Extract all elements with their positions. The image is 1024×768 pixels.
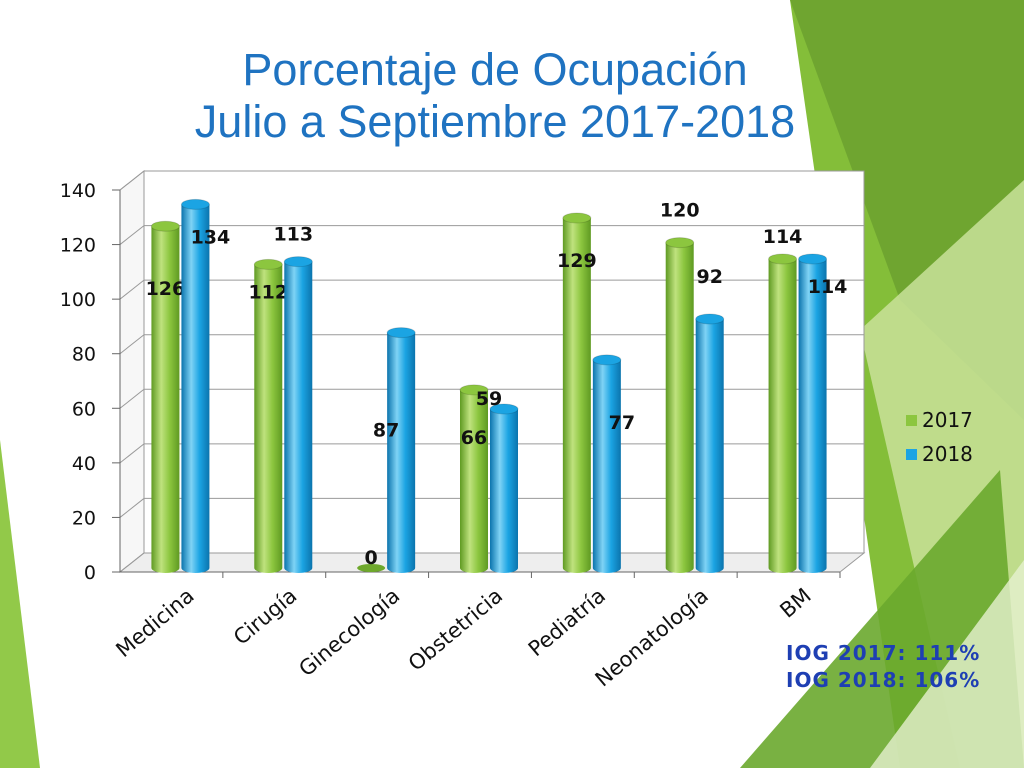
bar-body-2018-Obstetricia <box>490 409 518 573</box>
gridline <box>119 279 864 300</box>
bar-top-2017-Cirugía <box>253 258 283 270</box>
x-tick-label-Pediatría: Pediatría <box>524 583 610 661</box>
bar-top-2018-Obstetricia <box>489 403 519 415</box>
data-label-2018-Pediatría: 77 <box>609 412 635 434</box>
data-label-2017-Cirugía: 112 <box>248 281 288 303</box>
y-tick-label: 60 <box>72 398 96 420</box>
legend-swatch-2018 <box>906 449 917 460</box>
iog-2017-text: IOG 2017: 111% <box>786 641 981 665</box>
bar-2018-Obstetricia <box>489 403 519 573</box>
y-tick-label: 20 <box>72 507 96 529</box>
decor-green-triangle-left <box>0 440 40 768</box>
y-tick-label: 0 <box>84 562 96 584</box>
bar-body-2017-Neonatología <box>665 242 694 574</box>
bar-body-2018-Neonatología <box>695 318 724 573</box>
data-label-2018-Obstetricia: 59 <box>476 388 502 410</box>
gridline <box>119 552 864 573</box>
title-line-1: Porcentaje de Ocupación <box>242 44 748 95</box>
bar-2017-Obstetricia <box>459 384 489 573</box>
bar-top-2017-Pediatría <box>562 212 592 224</box>
bar-top-2017-Medicina <box>150 220 180 232</box>
data-label-2017-Obstetricia: 66 <box>461 427 487 449</box>
x-tick-label-Obstetricia: Obstetricia <box>404 583 507 675</box>
bar-body-2017-Obstetricia <box>460 389 488 573</box>
y-tick-label: 120 <box>60 235 96 257</box>
bar-top-2018-Ginecología <box>386 327 416 339</box>
x-tick-label-Ginecología: Ginecología <box>294 583 404 681</box>
data-label-2017-BM: 114 <box>763 226 803 248</box>
data-label-2017-Pediatría: 129 <box>557 250 597 272</box>
legend-swatch-2017 <box>906 415 917 426</box>
legend-label-2018: 2018 <box>922 442 973 466</box>
bar-2017-Ginecología <box>357 564 386 572</box>
bar-2018-Cirugía <box>283 256 313 573</box>
bar-2017-Cirugía <box>253 258 283 573</box>
gridline <box>119 443 864 464</box>
data-label-2017-Medicina: 126 <box>146 278 186 300</box>
gridline <box>119 334 864 355</box>
gridline <box>119 388 864 409</box>
bar-body-2017-BM <box>768 258 797 573</box>
y-tick-label: 140 <box>60 180 96 202</box>
x-tick-label-Neonatología: Neonatología <box>591 583 713 691</box>
bar-body-2018-BM <box>798 258 827 573</box>
gridline <box>119 170 864 191</box>
bar-2017-Pediatría <box>562 212 592 573</box>
bar-top-2018-Cirugía <box>283 256 313 268</box>
bar-top-2018-Neonatología <box>695 313 725 325</box>
iog-summary: IOG 2017: 111% IOG 2018: 106% <box>786 640 980 694</box>
bar-body-2018-Medicina <box>181 204 210 573</box>
decor-pale-triangle-bottom <box>870 560 1024 768</box>
bar-2018-Ginecología <box>386 327 416 573</box>
bar-2017-BM <box>768 253 798 573</box>
bar-top-2018-BM <box>798 253 828 265</box>
data-label-2018-BM: 114 <box>808 276 848 298</box>
bar-body-2017-Medicina <box>151 226 180 573</box>
y-tick-label: 40 <box>72 453 96 475</box>
data-label-2018-Neonatología: 92 <box>696 266 722 288</box>
chart-side-wall <box>119 169 145 574</box>
title-line-2: Julio a Septiembre 2017-2018 <box>194 96 796 147</box>
bar-top-2018-Medicina <box>180 198 210 210</box>
x-tick-label-Cirugía: Cirugía <box>229 583 301 649</box>
bar-body-2017-Cirugía <box>254 264 283 573</box>
gridline <box>119 497 864 518</box>
bar-body-2018-Cirugía <box>284 261 313 573</box>
bar-top-2017-Ginecología <box>357 564 386 572</box>
slide-title: Porcentaje de Ocupación Julio a Septiemb… <box>0 44 990 148</box>
data-label-2018-Ginecología: 87 <box>373 420 399 442</box>
bar-top-2018-Pediatría <box>592 354 622 366</box>
bar-body-2018-Pediatría <box>592 359 621 573</box>
bar-2018-BM <box>798 253 828 573</box>
gridline <box>119 225 864 245</box>
iog-2018-text: IOG 2018: 106% <box>786 668 981 692</box>
bar-top-2017-Neonatología <box>665 237 695 249</box>
x-tick-label-Medicina: Medicina <box>111 583 198 662</box>
x-tick-label-BM: BM <box>775 583 815 622</box>
data-label-2017-Ginecología: 0 <box>365 547 378 569</box>
bar-top-2017-BM <box>768 253 798 265</box>
bar-2017-Neonatología <box>665 237 695 574</box>
bar-2018-Medicina <box>180 198 210 573</box>
y-tick-label: 100 <box>60 289 96 311</box>
bar-2018-Pediatría <box>592 354 622 573</box>
bar-2017-Medicina <box>150 220 180 573</box>
bar-body-2018-Ginecología <box>387 332 416 573</box>
data-label-2018-Cirugía: 113 <box>273 224 313 246</box>
data-label-2018-Medicina: 134 <box>191 226 231 248</box>
legend-label-2017: 2017 <box>922 408 973 432</box>
data-label-2017-Neonatología: 120 <box>660 200 700 222</box>
bar-body-2017-Pediatría <box>562 218 591 573</box>
bar-2018-Neonatología <box>695 313 725 573</box>
y-tick-label: 80 <box>72 344 96 366</box>
bar-top-2017-Obstetricia <box>459 384 489 396</box>
